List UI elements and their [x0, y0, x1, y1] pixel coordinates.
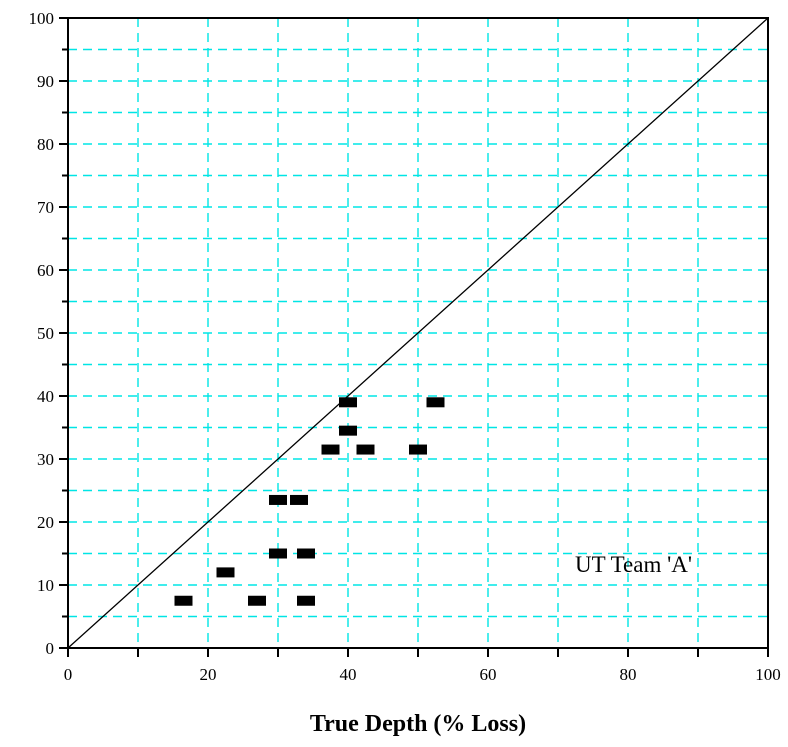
- y-tick-label: 80: [37, 135, 54, 154]
- x-axis-title: True Depth (% Loss): [310, 711, 526, 737]
- y-tick-label: 40: [37, 387, 54, 406]
- x-tick-label: 40: [340, 665, 357, 684]
- data-points: [174, 397, 445, 606]
- data-point: [297, 595, 315, 606]
- y-tick-label: 100: [29, 9, 55, 28]
- y-tick-label: 70: [37, 198, 54, 217]
- data-point: [216, 567, 235, 578]
- reference-diagonal-line: [67, 17, 769, 649]
- grid: [68, 18, 768, 648]
- axis-ticks: 0 10 20 30 40 50 60 70 80 90 100 0 20 40 60 80 100: [29, 9, 781, 684]
- y-tick-label: 10: [37, 576, 54, 595]
- data-point: [248, 595, 266, 606]
- x-tick-label: 0: [64, 665, 73, 684]
- y-tick-label: 30: [37, 450, 54, 469]
- data-point: [409, 444, 427, 455]
- y-tick-label: 0: [46, 639, 55, 658]
- data-point: [174, 595, 193, 606]
- y-tick-label: 50: [37, 324, 54, 343]
- chart-annotation: UT Team 'A': [575, 552, 692, 577]
- data-point: [339, 425, 357, 436]
- x-tick-label: 20: [200, 665, 217, 684]
- data-point: [290, 494, 308, 505]
- x-tick-label: 60: [480, 665, 497, 684]
- data-point: [297, 548, 315, 559]
- data-point: [321, 444, 340, 455]
- data-point: [269, 548, 287, 559]
- y-tick-label: 60: [37, 261, 54, 280]
- data-point: [339, 397, 357, 408]
- data-point: [426, 397, 445, 408]
- x-tick-label: 100: [755, 665, 781, 684]
- y-tick-label: 20: [37, 513, 54, 532]
- x-tick-label: 80: [620, 665, 637, 684]
- data-point: [269, 494, 287, 505]
- y-tick-label: 90: [37, 72, 54, 91]
- data-point: [356, 444, 375, 455]
